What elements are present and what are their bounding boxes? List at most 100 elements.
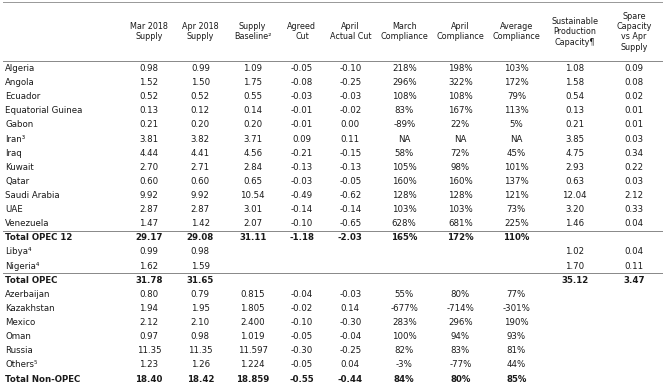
Text: -89%: -89% <box>393 121 416 130</box>
Text: 0.01: 0.01 <box>624 106 643 115</box>
Text: Kuwait: Kuwait <box>5 163 34 172</box>
Text: 0.09: 0.09 <box>624 64 643 73</box>
Text: 0.20: 0.20 <box>191 121 210 130</box>
Text: 225%: 225% <box>504 219 529 228</box>
Text: 105%: 105% <box>392 163 417 172</box>
Text: 2.87: 2.87 <box>139 205 159 214</box>
Text: 0.13: 0.13 <box>565 106 584 115</box>
Text: -0.30: -0.30 <box>339 318 362 327</box>
Text: 0.98: 0.98 <box>139 64 159 73</box>
Text: Others⁵: Others⁵ <box>5 360 38 369</box>
Text: 82%: 82% <box>395 346 414 355</box>
Text: 0.21: 0.21 <box>139 121 159 130</box>
Text: 10.54: 10.54 <box>240 191 265 200</box>
Text: 2.10: 2.10 <box>191 318 210 327</box>
Text: 296%: 296% <box>392 78 416 87</box>
Text: 2.71: 2.71 <box>191 163 210 172</box>
Text: 137%: 137% <box>504 177 529 186</box>
Text: 0.52: 0.52 <box>139 92 159 101</box>
Text: 121%: 121% <box>504 191 529 200</box>
Text: 4.75: 4.75 <box>565 149 584 158</box>
Text: 103%: 103% <box>448 205 473 214</box>
Text: March
Compliance: March Compliance <box>380 22 428 42</box>
Text: 4.41: 4.41 <box>191 149 210 158</box>
Text: 12.04: 12.04 <box>563 191 587 200</box>
Text: -0.03: -0.03 <box>339 92 362 101</box>
Text: -0.03: -0.03 <box>339 290 362 299</box>
Text: 218%: 218% <box>392 64 417 73</box>
Text: 0.08: 0.08 <box>624 78 643 87</box>
Text: 72%: 72% <box>451 149 470 158</box>
Text: 0.79: 0.79 <box>191 290 210 299</box>
Text: 1.09: 1.09 <box>243 64 262 73</box>
Text: 1.58: 1.58 <box>565 78 584 87</box>
Text: Libya⁴: Libya⁴ <box>5 248 32 256</box>
Text: 128%: 128% <box>448 191 473 200</box>
Text: -0.03: -0.03 <box>291 92 313 101</box>
Text: 31.78: 31.78 <box>135 276 163 285</box>
Text: 0.13: 0.13 <box>139 106 159 115</box>
Text: -677%: -677% <box>390 304 418 313</box>
Text: 681%: 681% <box>448 219 473 228</box>
Text: 3.85: 3.85 <box>565 135 584 144</box>
Text: 0.01: 0.01 <box>624 121 643 130</box>
Text: 2.84: 2.84 <box>243 163 262 172</box>
Text: UAE: UAE <box>5 205 23 214</box>
Text: 1.59: 1.59 <box>191 262 210 270</box>
Text: Mexico: Mexico <box>5 318 35 327</box>
Text: 2.87: 2.87 <box>191 205 210 214</box>
Text: 167%: 167% <box>448 106 473 115</box>
Text: Nigeria⁴: Nigeria⁴ <box>5 262 40 270</box>
Text: 9.92: 9.92 <box>191 191 210 200</box>
Text: NA: NA <box>510 135 523 144</box>
Text: -0.25: -0.25 <box>339 346 362 355</box>
Text: 172%: 172% <box>504 78 529 87</box>
Text: 29.17: 29.17 <box>135 233 163 242</box>
Text: 1.75: 1.75 <box>243 78 262 87</box>
Text: 0.03: 0.03 <box>624 177 643 186</box>
Text: 4.56: 4.56 <box>243 149 262 158</box>
Text: 108%: 108% <box>392 92 417 101</box>
Text: 3.82: 3.82 <box>191 135 210 144</box>
Text: -0.13: -0.13 <box>339 163 362 172</box>
Text: -0.65: -0.65 <box>339 219 362 228</box>
Text: 1.08: 1.08 <box>565 64 584 73</box>
Text: 3.81: 3.81 <box>139 135 159 144</box>
Text: -0.44: -0.44 <box>338 374 363 383</box>
Text: 198%: 198% <box>448 64 473 73</box>
Text: 165%: 165% <box>391 233 418 242</box>
Text: 1.224: 1.224 <box>240 360 265 369</box>
Text: Algeria: Algeria <box>5 64 35 73</box>
Text: 0.815: 0.815 <box>240 290 265 299</box>
Text: 31.65: 31.65 <box>186 276 214 285</box>
Text: -714%: -714% <box>446 304 474 313</box>
Text: -0.04: -0.04 <box>339 332 362 341</box>
Text: 29.08: 29.08 <box>186 233 214 242</box>
Text: 11.597: 11.597 <box>238 346 268 355</box>
Text: 3.01: 3.01 <box>243 205 262 214</box>
Text: 0.63: 0.63 <box>565 177 584 186</box>
Text: -1.18: -1.18 <box>290 233 314 242</box>
Text: 98%: 98% <box>451 163 470 172</box>
Text: 1.95: 1.95 <box>191 304 210 313</box>
Text: 2.70: 2.70 <box>139 163 159 172</box>
Text: 81%: 81% <box>507 346 526 355</box>
Text: -0.10: -0.10 <box>339 64 362 73</box>
Text: 79%: 79% <box>507 92 526 101</box>
Text: 0.33: 0.33 <box>624 205 643 214</box>
Text: Iran³: Iran³ <box>5 135 25 144</box>
Text: Angola: Angola <box>5 78 35 87</box>
Text: -0.30: -0.30 <box>291 346 313 355</box>
Text: 0.99: 0.99 <box>139 248 159 256</box>
Text: 83%: 83% <box>451 346 470 355</box>
Text: -0.01: -0.01 <box>291 121 313 130</box>
Text: -0.03: -0.03 <box>291 177 313 186</box>
Text: 2.93: 2.93 <box>565 163 584 172</box>
Text: -0.21: -0.21 <box>291 149 313 158</box>
Text: Total OPEC 12: Total OPEC 12 <box>5 233 73 242</box>
Text: 1.52: 1.52 <box>139 78 159 87</box>
Text: 58%: 58% <box>395 149 414 158</box>
Text: -0.05: -0.05 <box>291 64 313 73</box>
Text: 45%: 45% <box>507 149 526 158</box>
Text: 0.04: 0.04 <box>624 219 643 228</box>
